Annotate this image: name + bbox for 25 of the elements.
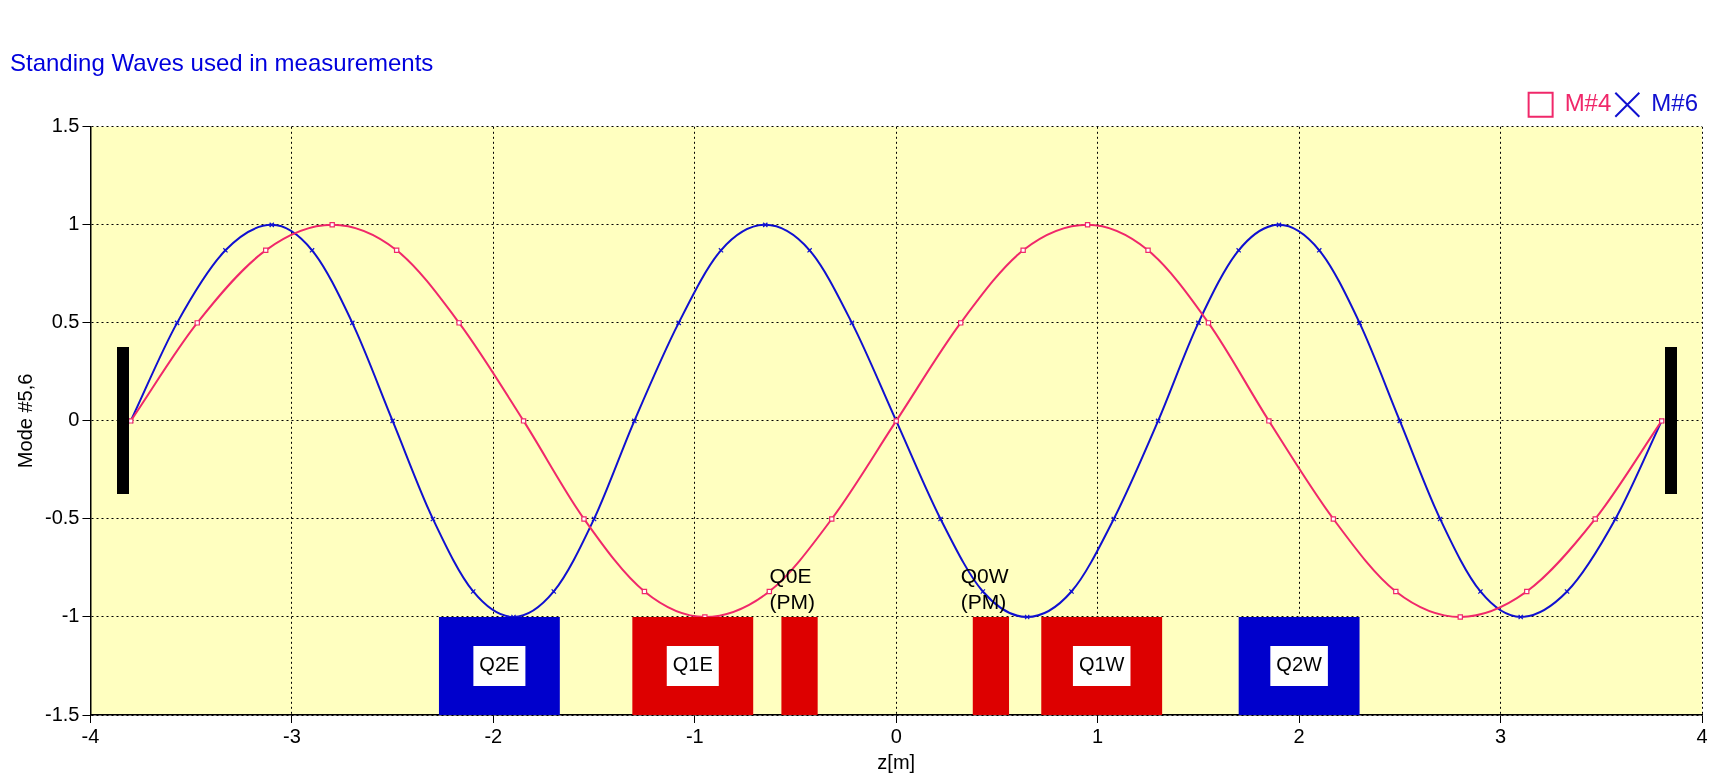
x-tick-label: -1 [685,724,704,747]
legend-label: M#6 [1651,89,1698,117]
y-tick-label: -0.5 [44,506,80,529]
band-label: Q1W [1078,653,1125,676]
x-tick-label: 4 [1696,724,1708,747]
band-label: Q1E [672,653,713,676]
legend-label: M#4 [1564,89,1612,117]
x-tick-label: 0 [890,724,902,747]
x-tick-label: -2 [484,724,503,747]
y-tick-label: 0 [68,408,80,431]
y-tick-label: -1.5 [44,702,80,725]
band-label: Q2E [479,653,520,676]
x-axis-title: z[m] [877,750,916,773]
x-tick-label: -3 [283,724,301,747]
chart-title: Standing Waves used in measurements [10,49,434,77]
x-tick-label: -4 [81,724,100,747]
x-tick-label: 1 [1092,724,1104,747]
x-tick-label: 2 [1293,724,1305,747]
band-label: Q2W [1276,653,1323,676]
y-tick-label: 1 [68,212,80,235]
y-axis-title: Mode #5,6 [13,373,36,469]
x-tick-label: 3 [1495,724,1507,747]
y-tick-label: -1 [61,604,80,627]
y-tick-label: 0.5 [51,310,80,333]
y-tick-label: 1.5 [51,114,80,137]
